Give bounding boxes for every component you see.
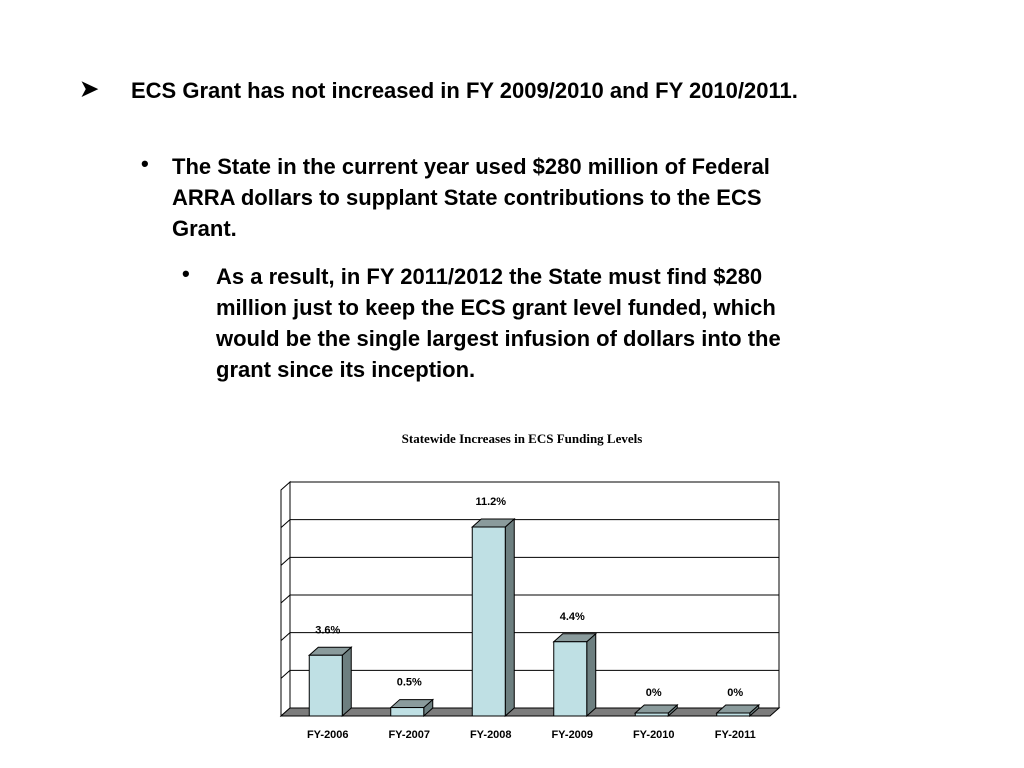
- chart-gridlines: [280, 480, 780, 718]
- bullet2-line-2: million just to keep the ECS grant level…: [216, 295, 776, 320]
- chart-bars: [307, 517, 761, 718]
- data-label: 11.2%: [475, 496, 506, 508]
- bullet1-line-3: Grant.: [172, 216, 237, 241]
- slide-heading: ECS Grant has not increased in FY 2009/2…: [131, 78, 798, 103]
- bar-fy-2007: [389, 698, 435, 718]
- data-label: 3.6%: [315, 624, 340, 636]
- data-label: 4.4%: [560, 611, 585, 623]
- category-label: FY-2009: [551, 729, 593, 741]
- bar-fy-2010: [633, 703, 679, 718]
- bar-fy-2009: [552, 632, 598, 718]
- arrowhead-bullet-icon: ➤: [80, 76, 99, 101]
- data-label: 0%: [646, 687, 662, 699]
- bar-fy-2008: [470, 517, 516, 718]
- bar-fy-2011: [715, 703, 761, 718]
- bullet2-line-3: would be the single largest infusion of …: [216, 326, 781, 351]
- chart-category-labels: FY-2006 FY-2007 FY-2008 FY-2009 FY-2010 FY-20…: [307, 729, 756, 741]
- round-bullet-icon: •: [141, 151, 149, 176]
- chart-data-labels: 3.6% 0.5% 11.2% 4.4% 0% 0%: [315, 496, 743, 699]
- category-label: FY-2011: [715, 729, 756, 741]
- round-bullet-icon: •: [182, 261, 190, 286]
- bar-fy-2006: [307, 646, 353, 718]
- bullet1-line-1: The State in the current year used $280 …: [172, 154, 770, 179]
- gridline-side: [280, 669, 291, 679]
- gridline-side: [280, 519, 291, 529]
- ecs-funding-bar-chart: Statewide Increases in ECS Funding Level…: [279, 431, 781, 741]
- category-label: FY-2008: [470, 729, 512, 741]
- gridline-side: [280, 632, 291, 642]
- category-label: FY-2007: [388, 729, 430, 741]
- chart-floor-plane: [279, 707, 781, 717]
- bullet1-line-2: ARRA dollars to supplant State contribut…: [172, 185, 762, 210]
- chart-floor: [279, 707, 781, 717]
- category-label: FY-2006: [307, 729, 349, 741]
- gridline-side: [280, 556, 291, 566]
- data-label: 0.5%: [397, 677, 422, 689]
- bullet2-line-1: As a result, in FY 2011/2012 the State m…: [216, 264, 763, 289]
- chart-title: Statewide Increases in ECS Funding Level…: [402, 431, 643, 446]
- category-label: FY-2010: [633, 729, 675, 741]
- bullet2-line-4: grant since its inception.: [216, 357, 476, 382]
- gridline-side: [280, 594, 291, 604]
- data-label: 0%: [727, 687, 743, 699]
